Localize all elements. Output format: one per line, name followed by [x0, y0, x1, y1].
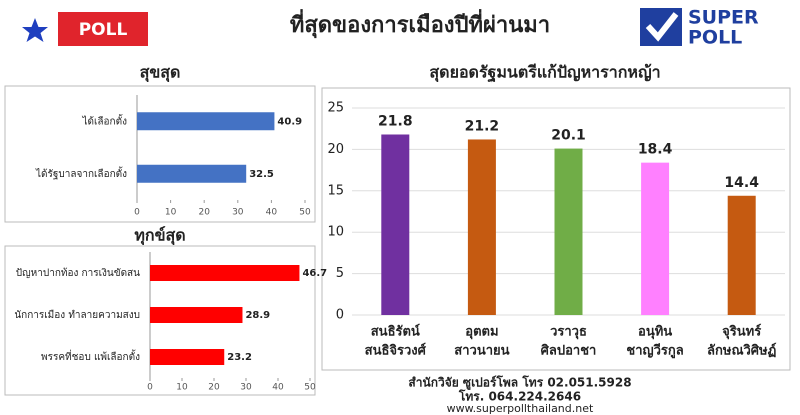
y-tick-label: 15	[327, 183, 344, 198]
data-label: 28.9	[245, 310, 270, 321]
data-label: 14.4	[724, 175, 759, 191]
y-tick-label: 0	[336, 308, 344, 323]
y-tick-label: ได้เลือกตั้ง	[81, 113, 127, 127]
footer-line: โทร. 064.224.2646	[458, 389, 581, 404]
x-tick-label: ศิลปอาชา	[541, 344, 597, 359]
x-tick-label: 50	[304, 383, 316, 393]
x-tick-label: 0	[134, 208, 140, 218]
x-tick-label: ชาญวีรกูล	[626, 343, 683, 359]
y-tick-label: พรรคที่ชอบ แพ้เลือกตั้ง	[41, 349, 140, 363]
x-tick-label: 10	[176, 383, 188, 393]
bar	[727, 195, 756, 315]
data-label: 21.8	[378, 113, 413, 129]
x-tick-label: 0	[147, 383, 153, 393]
x-tick-label: 20	[198, 208, 210, 218]
badge-text: POLL	[79, 20, 128, 40]
x-tick-label: 50	[299, 208, 311, 218]
logo-top: SUPER	[688, 7, 759, 29]
bar	[137, 112, 275, 131]
bar	[137, 164, 247, 183]
data-label: 21.2	[465, 118, 500, 134]
data-label: 40.9	[277, 116, 302, 127]
y-tick-label: ปัญหาปากท้อง การเงินขัดสน	[16, 267, 140, 279]
x-tick-label: อุตตม	[465, 325, 498, 340]
logo-check	[645, 12, 679, 42]
logo-bottom: POLL	[688, 27, 742, 49]
bar	[554, 148, 583, 315]
x-tick-label: 10	[165, 208, 177, 218]
x-tick-label: ลักษณวิศิษฏ์	[707, 343, 777, 359]
y-tick-label: 25	[327, 101, 344, 116]
poll-badge	[58, 12, 148, 46]
chart-title: ทุกข์สุด	[134, 226, 185, 246]
data-label: 18.4	[638, 142, 673, 158]
y-tick-label: นักการเมือง ทำลายความสงบ	[14, 309, 140, 321]
bar	[150, 349, 225, 365]
y-tick-label: 5	[336, 266, 344, 281]
x-tick-label: 30	[240, 383, 252, 393]
x-tick-label: จุรินทร์	[722, 324, 761, 340]
bar	[150, 265, 300, 281]
x-tick-label: 40	[266, 208, 278, 218]
bar	[381, 134, 410, 315]
y-tick-label: 20	[327, 142, 344, 157]
data-label: 23.2	[227, 352, 252, 363]
x-tick-label: 30	[232, 208, 244, 218]
panel	[4, 85, 316, 223]
footer-line: www.superpollthailand.net	[447, 402, 594, 415]
chart-title: สุดยอดรัฐมนตรีแก้ปัญหารากหญ้า	[429, 63, 660, 83]
data-label: 32.5	[249, 169, 274, 180]
x-tick-label: วราวุธ	[550, 325, 587, 340]
x-tick-label: สาวนายน	[454, 344, 509, 359]
data-label: 46.7	[302, 268, 327, 279]
y-tick-label: ได้รัฐบาลจากเลือกตั้ง	[35, 166, 127, 180]
data-label: 20.1	[551, 128, 586, 144]
x-tick-label: อนุทิน	[638, 325, 672, 340]
bar	[150, 307, 243, 323]
x-tick-label: สนธิจิรวงศ์	[365, 343, 427, 359]
page-title: ที่สุดของการเมืองปีที่ผ่านมา	[290, 8, 550, 39]
x-tick-label: 40	[272, 383, 284, 393]
bar	[641, 162, 670, 315]
bar	[467, 139, 496, 315]
x-tick-label: 20	[208, 383, 220, 393]
y-tick-label: 10	[327, 225, 344, 240]
footer-line: สำนักวิจัย ซูเปอร์โพล โทร 02.051.5928	[408, 375, 631, 391]
chart-title: สุขสุด	[140, 63, 181, 83]
star-icon	[22, 18, 48, 42]
x-tick-label: สนธิรัตน์	[371, 324, 420, 340]
logo-box	[640, 8, 682, 46]
